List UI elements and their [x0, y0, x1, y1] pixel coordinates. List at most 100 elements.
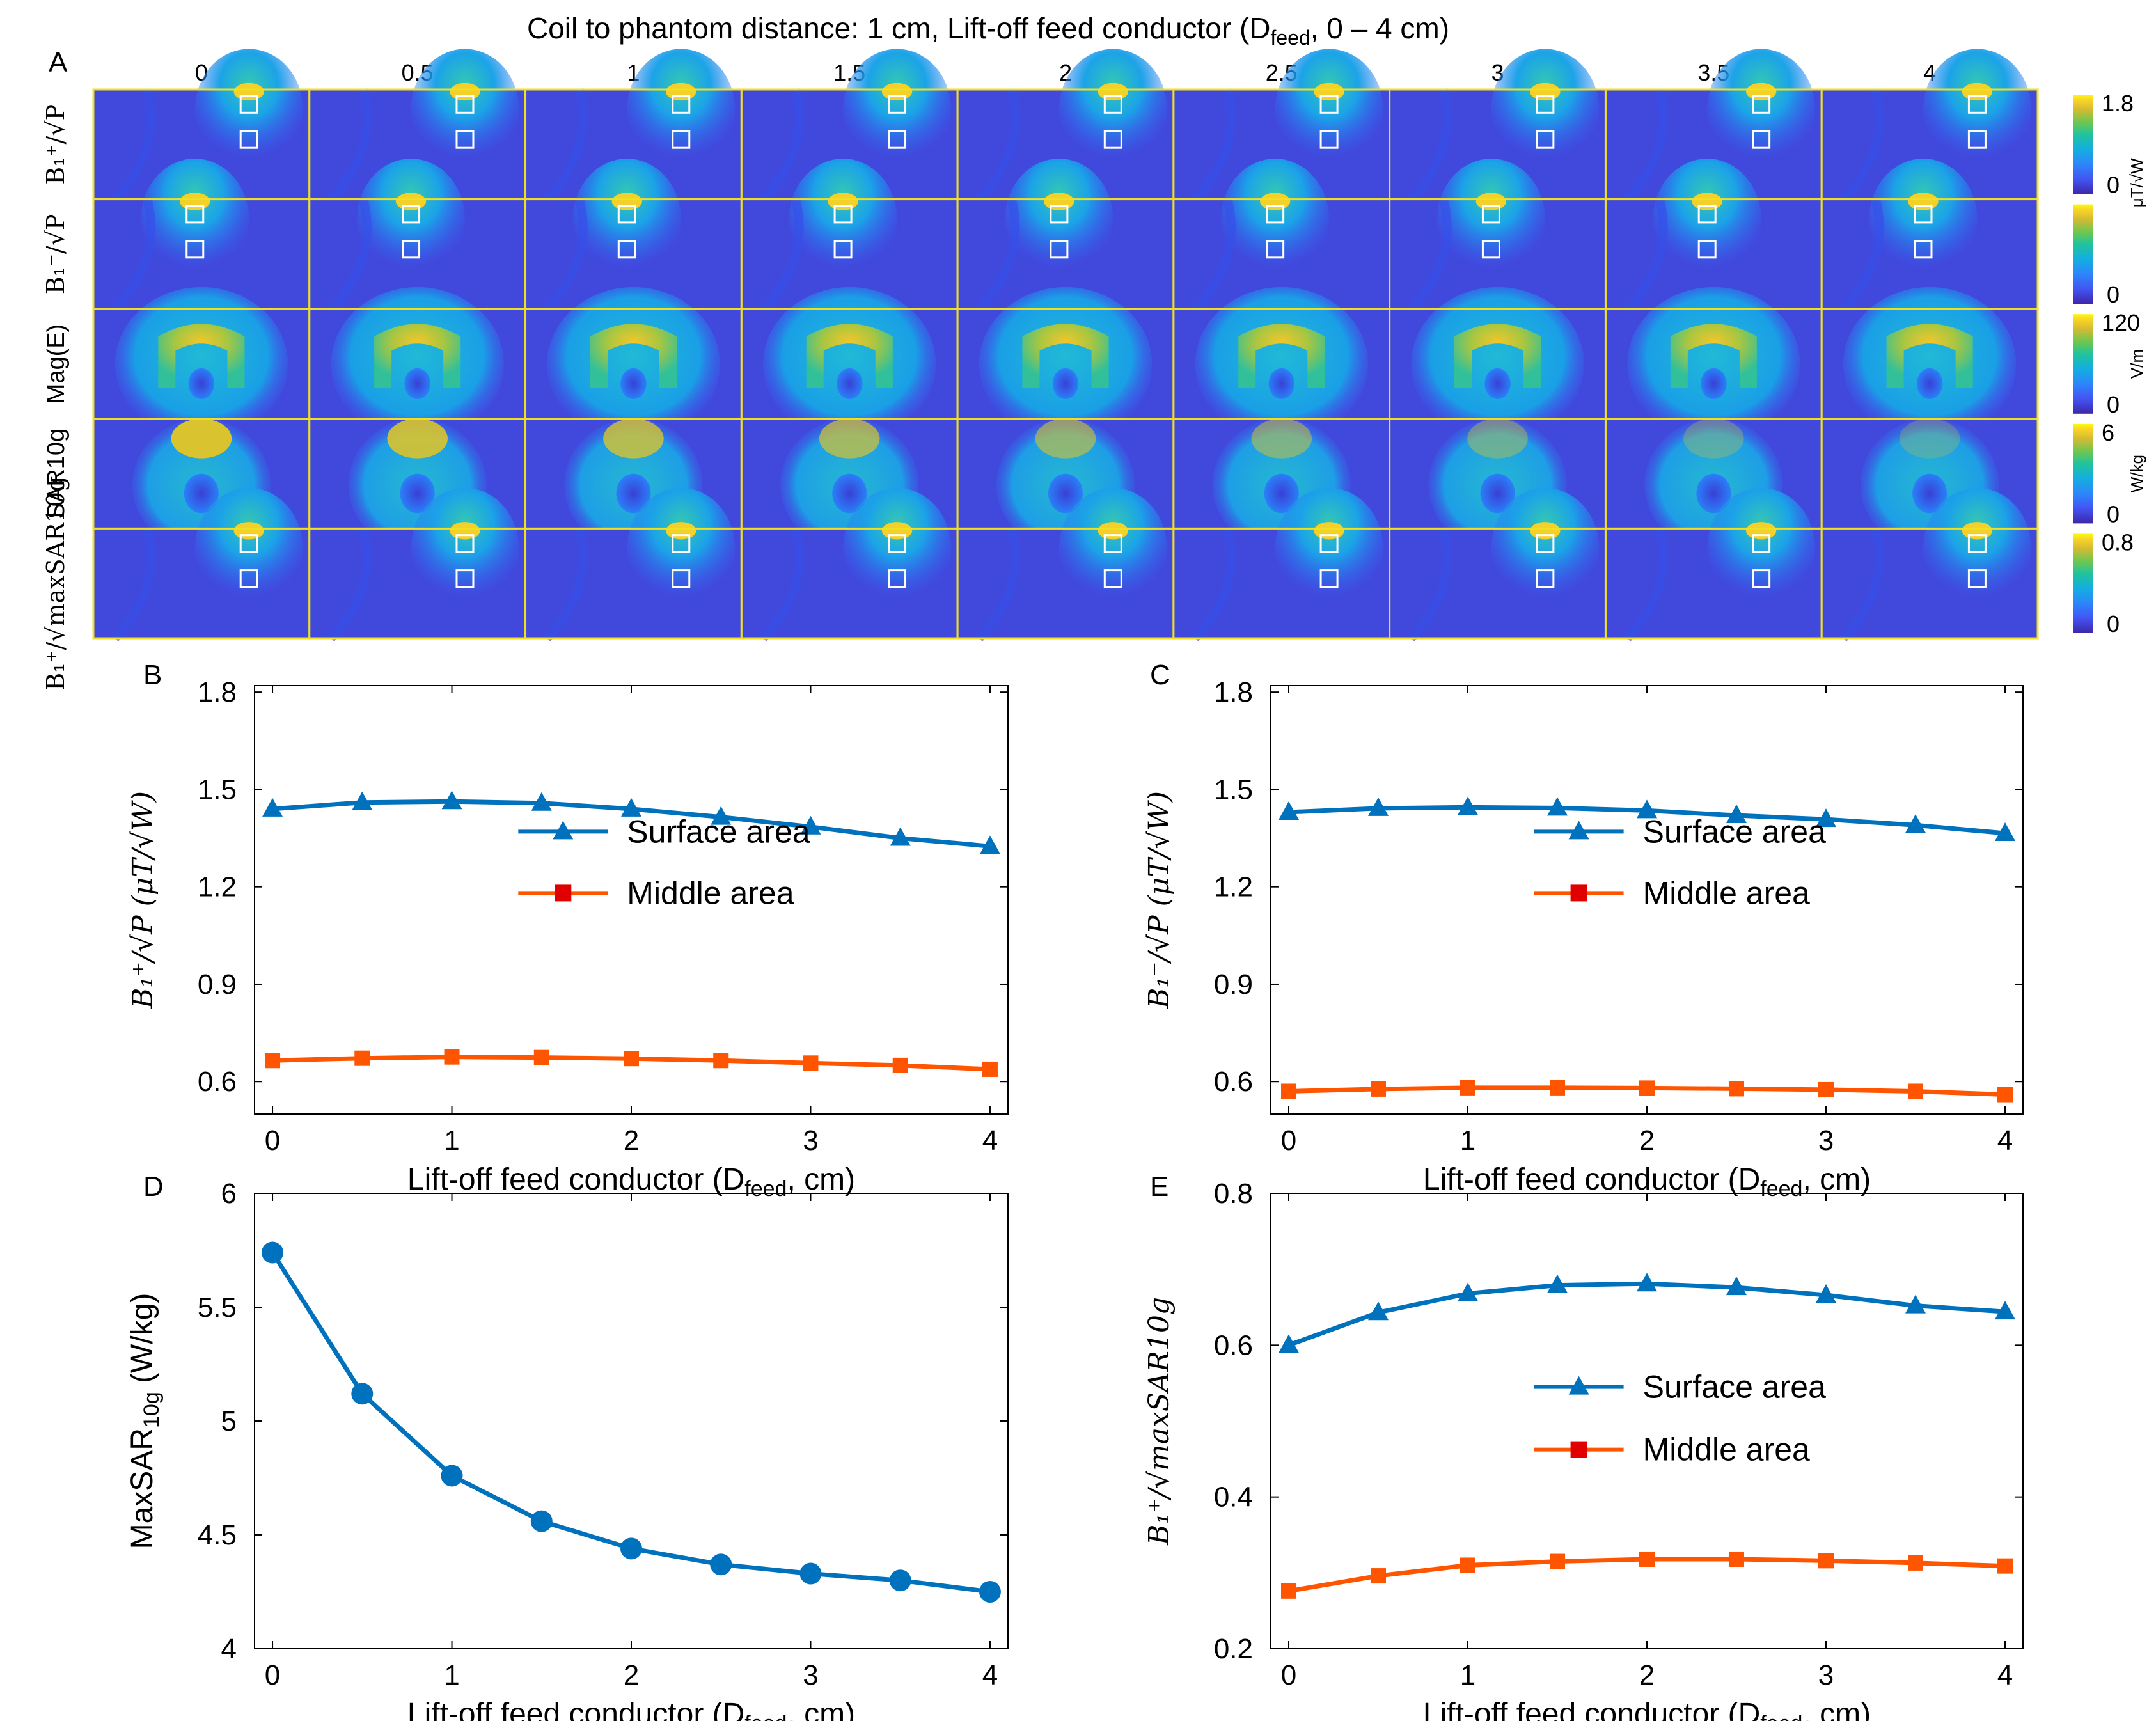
roi-surface-box	[1536, 534, 1555, 553]
x-tick-label: 4	[1997, 1660, 2013, 1691]
sar-hotspot	[1899, 418, 1960, 459]
x-axis-label-sub: feed	[744, 1711, 787, 1721]
field-contour	[327, 88, 372, 203]
data-point-square	[1997, 1087, 2013, 1103]
efield-hotspot	[1454, 324, 1541, 388]
y-tick-label: 0.9	[198, 969, 237, 1000]
data-point-triangle	[1816, 808, 1836, 828]
field-blob	[1869, 159, 1978, 279]
field-hotspot	[1746, 83, 1777, 101]
efield-hotspot	[806, 324, 893, 388]
panel-b-chart: B 0 1 2 3 4 0.6 0.9 1.2 1.5 1.8 Lift-off feed condu…	[127, 659, 1009, 1201]
field-blob	[1436, 159, 1545, 279]
heatmap-cell	[308, 287, 527, 441]
y-tick-label: 1.2	[198, 872, 237, 903]
sar-center	[184, 473, 219, 514]
heatmap-cell	[1604, 487, 1823, 641]
data-point-square	[1818, 1081, 1834, 1097]
data-point-square	[892, 1057, 908, 1073]
field-hotspot	[1044, 193, 1074, 210]
field-blob	[194, 487, 303, 609]
data-point-triangle	[1637, 1273, 1657, 1292]
legend-marker-triangle	[1568, 1376, 1589, 1395]
heatmap-cell	[1172, 49, 1391, 203]
efield-hotspot	[1238, 324, 1325, 388]
row-label: SAR10g	[43, 428, 70, 519]
field-contour	[1624, 198, 1668, 313]
sar-center	[616, 473, 651, 514]
legend-label: Middle area	[627, 875, 794, 911]
field-hotspot	[1475, 193, 1507, 210]
x-tick-label: 0	[1281, 1660, 1296, 1691]
field-blob	[1005, 159, 1113, 279]
roi-middle-box	[672, 130, 691, 149]
roi-surface-box	[672, 534, 691, 553]
roi-surface-box	[239, 95, 258, 114]
roi-surface-box	[1103, 95, 1122, 114]
data-point-square	[1281, 1583, 1296, 1599]
data-point-circle	[441, 1465, 463, 1487]
field-contour	[544, 88, 588, 203]
field-contour	[760, 527, 804, 641]
sar-center	[832, 473, 867, 514]
sar-center	[400, 473, 435, 514]
data-point-triangle	[1726, 805, 1747, 824]
roi-middle-box	[1050, 240, 1069, 259]
panel-letter: D	[143, 1171, 164, 1202]
heatmap-cell	[92, 49, 311, 203]
roi-middle-box	[617, 240, 636, 259]
data-point-triangle	[711, 806, 732, 825]
roi-surface-box	[1103, 534, 1122, 553]
field-blob	[1923, 487, 2031, 609]
data-point-circle	[979, 1581, 1001, 1603]
colorbar-min-label: 0	[2107, 391, 2120, 418]
sar-center	[1912, 473, 1947, 514]
roi-surface-box	[1536, 95, 1555, 114]
field-hotspot	[1962, 522, 1993, 540]
x-axis-label-main: Lift-off feed conductor (D	[407, 1697, 744, 1721]
heatmap-cell	[1172, 487, 1391, 641]
heatmap-cell	[524, 287, 743, 441]
data-point-triangle	[890, 827, 911, 846]
heatmap-cell	[956, 287, 1175, 441]
roi-surface-box	[833, 205, 853, 224]
data-point-triangle	[1995, 822, 2015, 841]
roi-middle-box	[1752, 569, 1771, 588]
roi-middle-box	[185, 240, 205, 259]
roi-surface-box	[455, 95, 475, 114]
roi-middle-box	[1536, 130, 1555, 149]
efield-center	[1268, 368, 1295, 399]
field-blob	[572, 159, 681, 279]
y-axis-label-sub: 10g	[139, 1392, 164, 1428]
y-axis-label: B₁⁺/√maxSAR10g	[1143, 1297, 1176, 1546]
y-tick-label: 0.6	[198, 1066, 237, 1097]
legend-label: Surface area	[1643, 1369, 1826, 1405]
data-point-circle	[889, 1569, 911, 1592]
heatmap-cell	[956, 159, 1175, 313]
panel-letter: C	[1150, 659, 1170, 691]
field-blob	[141, 159, 249, 279]
x-tick-label: 1	[444, 1125, 459, 1156]
field-blob	[1275, 49, 1383, 170]
x-axis-label-main: Lift-off feed conductor (D	[407, 1163, 744, 1197]
row-label: B₁⁻/√P	[42, 214, 70, 294]
field-hotspot	[1314, 83, 1344, 101]
data-point-circle	[799, 1562, 822, 1585]
field-hotspot	[1314, 522, 1344, 540]
data-point-circle	[620, 1537, 642, 1560]
heatmap-cell	[1389, 287, 1607, 441]
field-hotspot	[666, 83, 696, 101]
field-blob	[627, 49, 736, 170]
field-blob	[843, 49, 951, 170]
sar-center	[1480, 473, 1515, 514]
data-point-square	[1639, 1551, 1655, 1567]
sar-hotspot	[1035, 418, 1096, 459]
efield-outer	[979, 287, 1153, 441]
roi-middle-box	[888, 569, 907, 588]
field-blob	[357, 159, 465, 279]
data-point-triangle	[979, 835, 1000, 854]
roi-middle-box	[1319, 130, 1339, 149]
x-axis-label-tail: , cm)	[1802, 1697, 1871, 1721]
x-tick-label: 2	[1639, 1125, 1655, 1156]
data-point-circle	[351, 1383, 374, 1405]
